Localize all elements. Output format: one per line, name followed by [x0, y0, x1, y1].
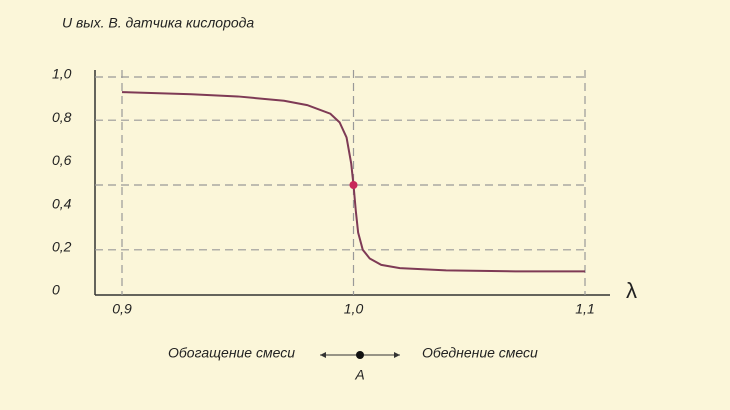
x-axis-label: λ — [626, 278, 637, 303]
point — [349, 181, 358, 189]
note-left: Обогащение смеси — [168, 345, 295, 361]
y-tick-label: 0 — [52, 282, 60, 298]
point-a-dot — [356, 351, 364, 359]
y-tick-label: 1,0 — [52, 66, 72, 82]
note-right: Обеднение смеси — [422, 345, 538, 361]
point-a-label: A — [354, 367, 364, 383]
chart-title: U вых. В. датчика кислорода — [62, 15, 254, 31]
x-tick-label: 1,0 — [344, 301, 364, 317]
y-tick-label: 0,2 — [52, 239, 72, 255]
y-tick-label: 0,8 — [52, 109, 72, 125]
y-tick-label: 0,6 — [52, 152, 72, 168]
y-tick-label: 0,4 — [52, 195, 72, 211]
x-tick-label: 1,1 — [575, 301, 594, 317]
x-tick-label: 0,9 — [112, 301, 132, 317]
